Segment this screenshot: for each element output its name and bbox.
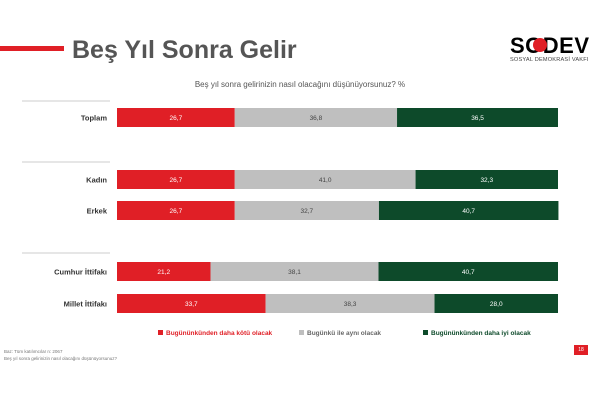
legend-swatch-0	[158, 330, 163, 335]
data-label-3-0: 21,2	[157, 269, 170, 276]
data-label-3-2: 40,7	[462, 269, 475, 276]
footnote-question: Beş yıl sonra gelirinizin nasıl olacağın…	[4, 356, 118, 361]
bar-4-0	[117, 294, 266, 313]
logo-emblem-icon	[533, 38, 547, 52]
bar-4-2	[434, 294, 558, 313]
data-label-4-0: 33,7	[185, 301, 198, 308]
page-title: Beş Yıl Sonra Gelir	[72, 36, 297, 64]
bar-2-0	[117, 201, 235, 220]
logo-wordmark: SODEV	[510, 33, 590, 57]
bar-3-0	[117, 262, 211, 281]
data-label-3-1: 38,1	[288, 269, 301, 276]
data-label-0-2: 36,5	[471, 115, 484, 122]
logo-wordmark-graphic: SODEV	[510, 33, 590, 58]
bar-1-2	[415, 170, 558, 189]
title-accent-bar	[0, 46, 64, 51]
bar-4-1	[265, 294, 435, 313]
category-label-3: Cumhur İttifakı	[54, 268, 107, 277]
data-label-1-0: 26,7	[170, 177, 183, 184]
bar-0-0	[117, 108, 235, 127]
legend-label-0: Bugününkünden daha kötü olacak	[166, 330, 273, 337]
legend-label-2: Bugününkünden daha iyi olacak	[431, 330, 531, 337]
bar-2-1	[234, 201, 379, 220]
legend-label-1: Bugünkü ile aynı olacak	[307, 330, 381, 337]
page-number: 18	[574, 345, 588, 355]
bar-1-0	[117, 170, 235, 189]
data-label-4-2: 28,0	[490, 301, 503, 308]
category-label-4: Millet İttifakı	[64, 300, 107, 309]
bar-1-1	[234, 170, 416, 189]
bar-3-1	[210, 262, 379, 281]
category-label-1: Kadın	[86, 176, 107, 185]
legend-swatch-1	[299, 330, 304, 335]
logo: SODEV SOSYAL DEMOKRASİ VAKFI	[510, 31, 596, 71]
data-label-2-0: 26,7	[170, 208, 183, 215]
bar-3-2	[378, 262, 558, 281]
footnote-base: Baz: Tüm katılımcılar n: 2067	[4, 349, 63, 354]
data-label-0-0: 26,7	[170, 115, 183, 122]
category-label-0: Toplam	[81, 114, 107, 123]
data-label-1-1: 41,0	[319, 177, 332, 184]
logo-subtitle: SOSYAL DEMOKRASİ VAKFI	[510, 57, 589, 63]
legend-swatch-2	[423, 330, 428, 335]
data-label-2-2: 40,7	[462, 208, 475, 215]
data-label-0-1: 36,8	[310, 115, 323, 122]
bar-2-2	[378, 201, 559, 220]
data-label-4-1: 38,3	[344, 301, 357, 308]
chart-question: Beş yıl sonra gelirinizin nasıl olacağın…	[194, 80, 406, 89]
data-label-2-1: 32,7	[301, 208, 314, 215]
data-label-1-2: 32,3	[480, 177, 493, 184]
bar-0-1	[234, 108, 398, 127]
category-label-2: Erkek	[87, 207, 108, 216]
bar-0-2	[397, 108, 558, 127]
